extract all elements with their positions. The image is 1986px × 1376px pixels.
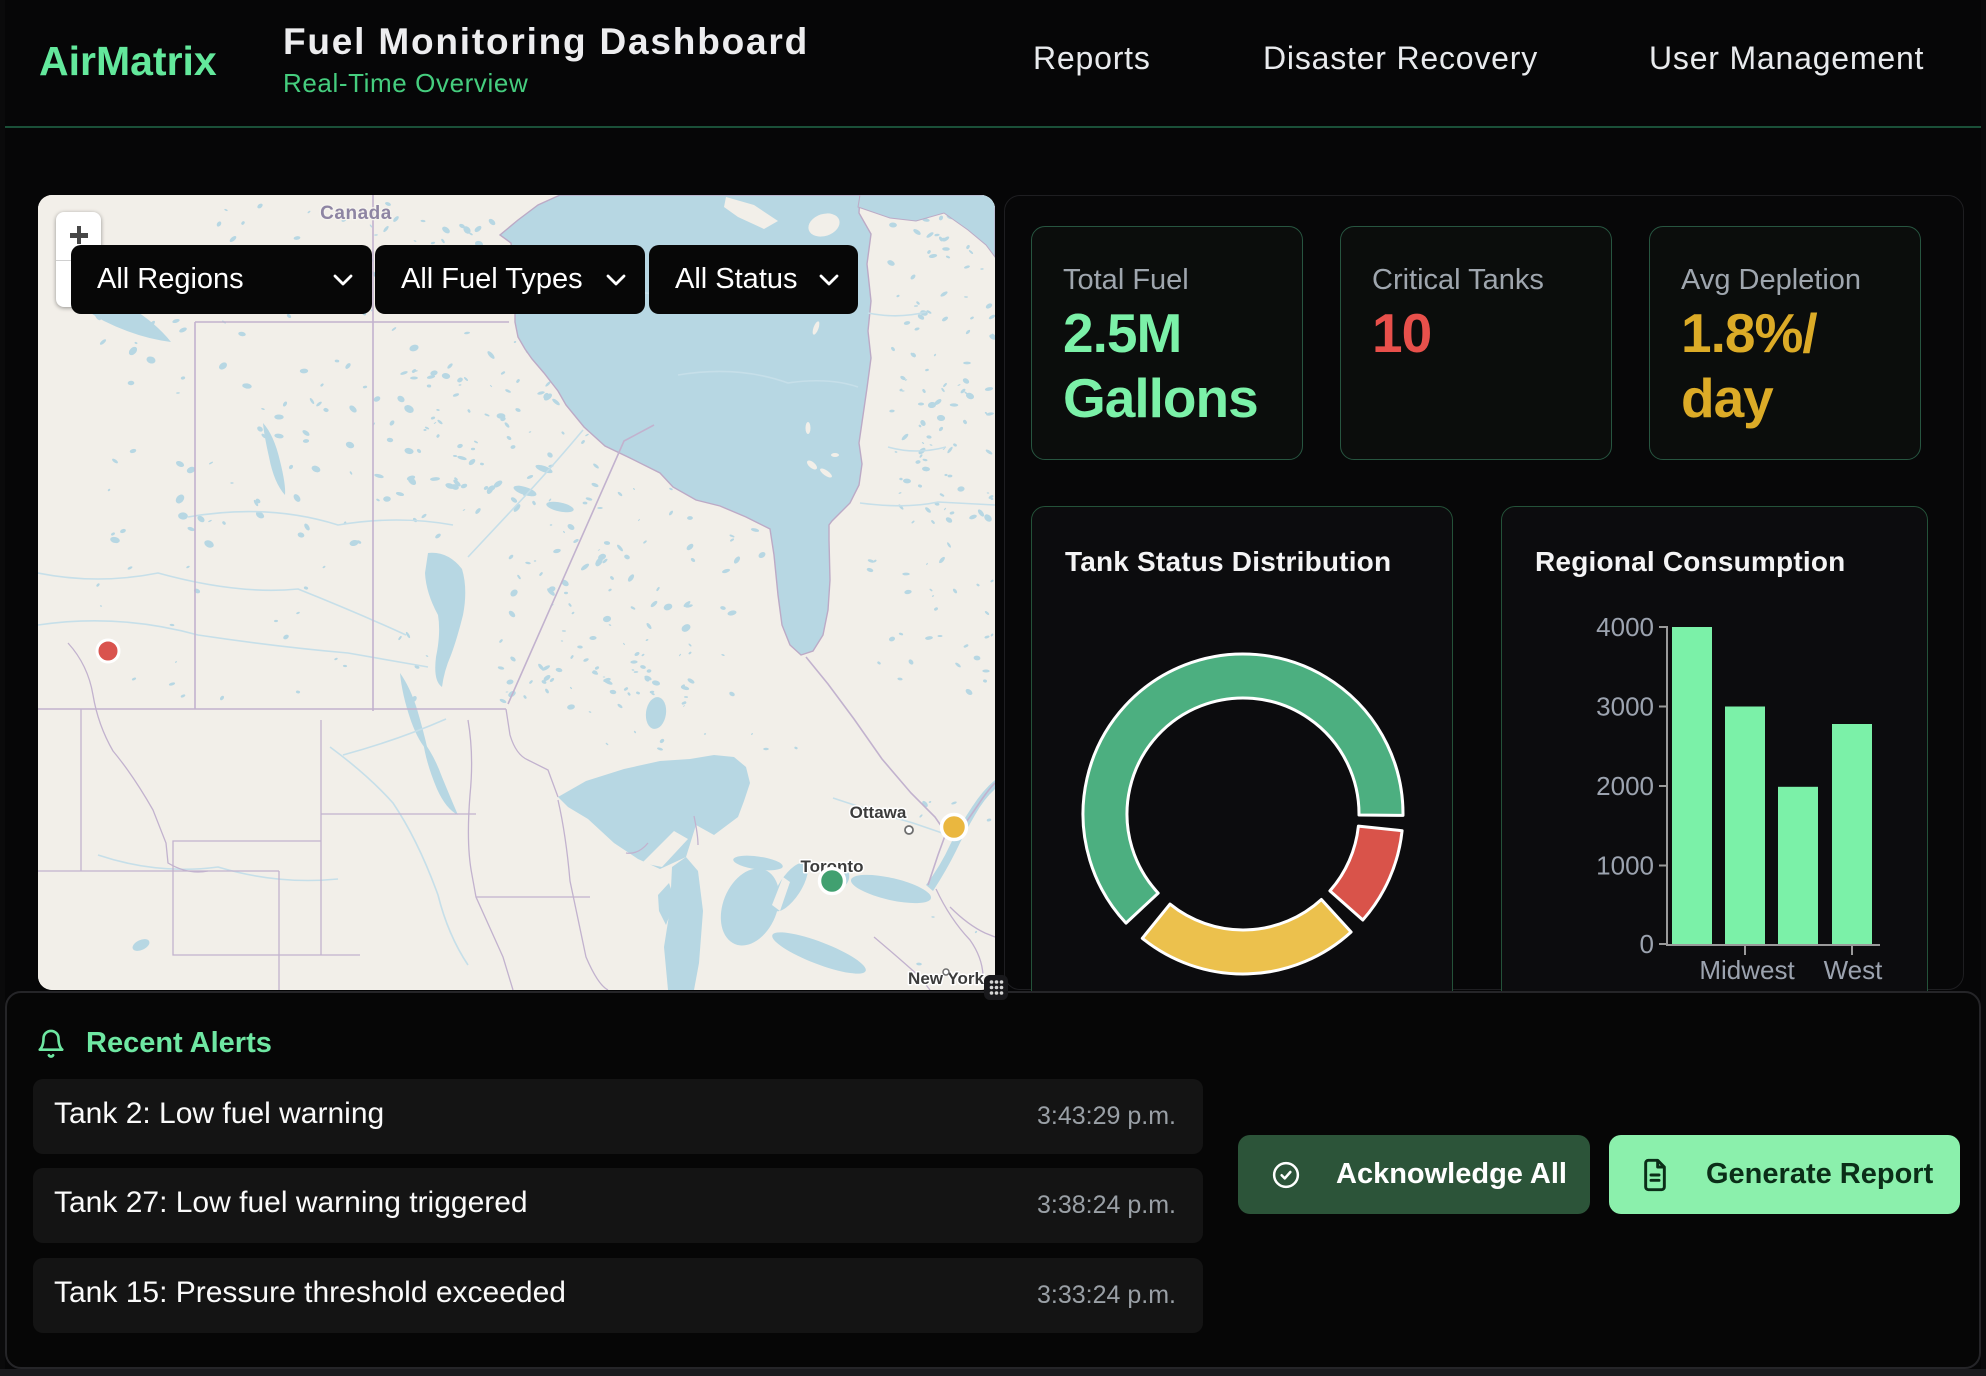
svg-text:4000: 4000 [1596,612,1654,642]
svg-text:New York: New York [908,969,984,988]
svg-text:West: West [1824,955,1884,985]
svg-text:1000: 1000 [1596,851,1654,881]
svg-text:Ottawa: Ottawa [850,803,907,822]
svg-text:2000: 2000 [1596,771,1654,801]
svg-text:3000: 3000 [1596,692,1654,722]
svg-text:Canada: Canada [320,203,392,224]
svg-text:Toronto: Toronto [801,857,864,876]
svg-text:Midwest: Midwest [1699,955,1795,985]
svg-text:0: 0 [1640,929,1654,959]
